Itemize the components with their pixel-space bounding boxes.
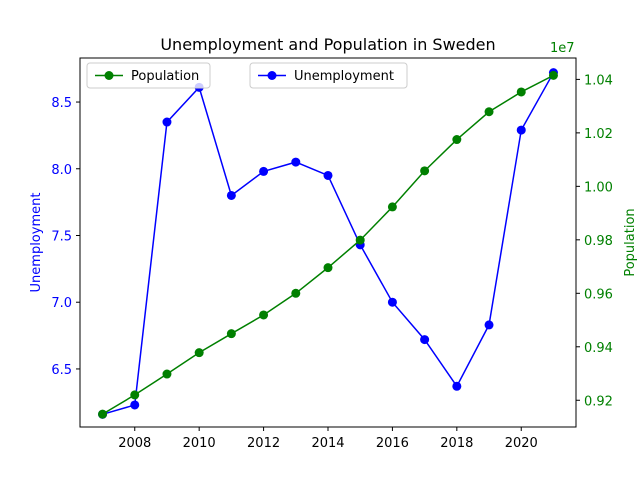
data-point-unemployment [226,190,236,200]
x-tick-label: 2020 [505,436,538,451]
series-line-population [102,74,554,415]
data-point-population [98,409,108,419]
data-point-population [130,390,140,400]
data-point-unemployment [130,400,140,410]
data-point-unemployment [420,335,430,345]
left-tick-label: 6.5 [51,363,72,378]
right-tick-label: 1.04 [584,73,613,88]
plot-area: 2008 2010 2012 2014 2016 2018 2020 6.5 7.0 7.5 8.0… [29,41,638,451]
data-point-unemployment [291,157,301,167]
data-point-population [259,310,269,320]
data-point-population [355,235,365,245]
x-tick-label: 2008 [118,436,151,451]
data-point-population [162,369,172,379]
data-point-population [484,107,494,117]
data-point-population [548,70,558,80]
legend-box [86,62,211,89]
left-tick-label: 7.5 [51,229,72,244]
data-point-population [452,135,462,145]
x-tick-label: 2016 [376,436,409,451]
data-point-population [420,166,430,176]
data-point-population [194,348,204,358]
data-point-population [323,263,333,273]
axes-frame [79,57,577,428]
x-tick-label: 2018 [440,436,473,451]
data-point-unemployment [387,297,397,307]
right-axis-scale-label: 1e7 [550,41,575,56]
right-tick-label: 0.98 [584,234,613,249]
left-axis-label: Unemployment [29,193,44,293]
legend-box [249,62,408,89]
data-point-population [226,329,236,339]
data-point-unemployment [516,125,526,135]
data-point-unemployment [484,320,494,330]
legend-entry: Population [131,69,199,84]
legend-entry: Unemployment [294,69,394,84]
left-tick-label: 8.5 [51,96,72,111]
x-tick-label: 2010 [183,436,216,451]
data-point-unemployment [452,381,462,391]
right-tick-label: 1.00 [584,180,613,195]
right-tick-label: 0.94 [584,341,613,356]
right-tick-label: 0.96 [584,287,613,302]
data-point-population [387,202,397,212]
left-tick-label: 8.0 [51,163,72,178]
right-tick-label: 0.92 [584,394,613,409]
legend-marker [267,71,277,80]
data-point-unemployment [162,117,172,127]
x-tick-label: 2014 [311,436,344,451]
data-point-population [516,87,526,97]
legend-marker [104,71,114,80]
chart-title: Unemployment and Population in Sweden [160,35,495,54]
right-tick-label: 1.02 [584,127,613,142]
left-tick-label: 7.0 [51,296,72,311]
data-point-population [291,288,301,298]
right-axis-label: Population [623,208,638,276]
data-point-unemployment [323,170,333,180]
data-point-unemployment [259,166,269,176]
x-tick-label: 2012 [247,436,280,451]
